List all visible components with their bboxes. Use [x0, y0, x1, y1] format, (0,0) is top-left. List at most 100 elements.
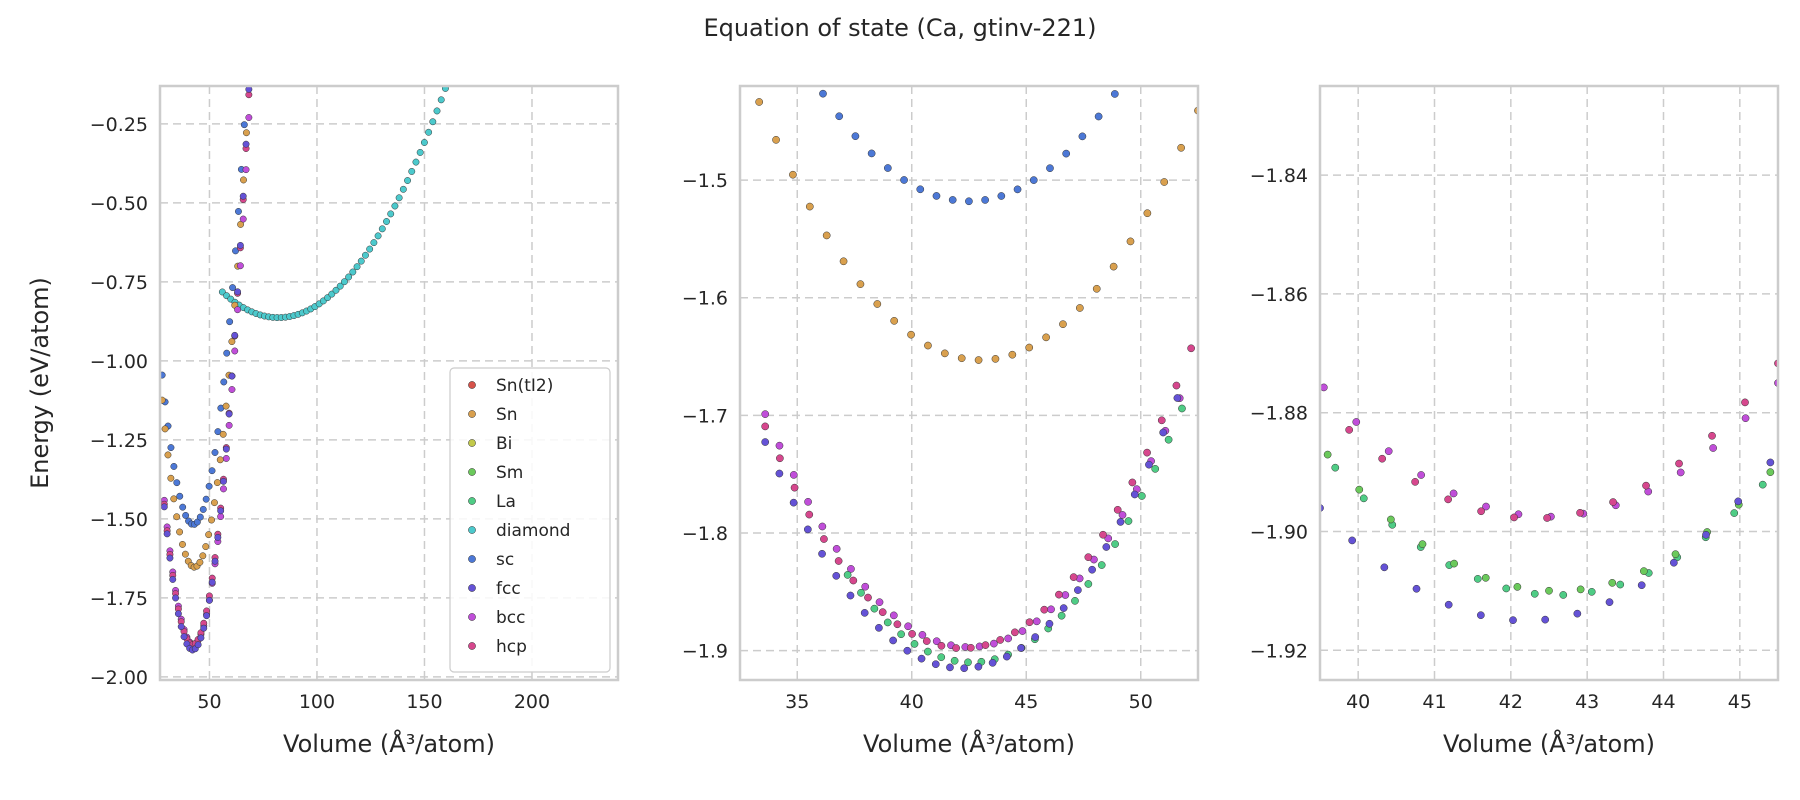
legend-marker [468, 642, 476, 650]
y-tick-label: −0.25 [90, 114, 148, 136]
data-point-sc [173, 479, 181, 487]
data-point-Sm [1355, 485, 1364, 494]
data-point-diamond [404, 177, 411, 184]
data-point-bcc [775, 441, 784, 450]
data-point-sc [1029, 176, 1038, 184]
data-point-sc [240, 121, 248, 129]
data-point-fcc [1412, 584, 1421, 593]
data-point-La [1730, 509, 1739, 517]
x-tick-label: 44 [1651, 691, 1675, 713]
data-point-Sn [161, 425, 169, 433]
data-point-La [1124, 517, 1133, 525]
data-point-Sn [805, 202, 814, 211]
data-point-La [1111, 540, 1119, 548]
data-point-fcc [860, 609, 869, 617]
data-point-diamond [383, 218, 390, 225]
data-point-bcc [1384, 447, 1393, 456]
data-point-Sn [1092, 284, 1101, 293]
y-tick-label: −1.92 [1250, 640, 1308, 662]
data-point-sc [226, 318, 234, 326]
points-middle [755, 37, 1198, 673]
data-point-diamond [370, 239, 378, 247]
data-point-bcc [1417, 471, 1425, 479]
data-point-sc [202, 495, 210, 503]
data-point-fcc [194, 641, 202, 649]
data-point-fcc [875, 623, 883, 632]
y-tick-label: −1.75 [90, 588, 148, 610]
data-point-bcc [1482, 502, 1490, 511]
data-point-Sn [1109, 262, 1118, 271]
x-axis-label: Volume (Å³/atom) [863, 729, 1075, 758]
data-point-fcc [1670, 558, 1678, 567]
data-point-hcp [1444, 495, 1452, 504]
legend-label: Sm [496, 463, 523, 483]
data-point-sc [196, 513, 204, 521]
data-point-La [1138, 492, 1146, 500]
x-tick-label: 50 [1129, 691, 1153, 713]
data-point-sc [229, 284, 237, 292]
data-point-fcc [1145, 460, 1153, 469]
points-left [160, 27, 457, 654]
data-point-Sn [167, 474, 175, 482]
data-point-fcc [203, 612, 211, 620]
data-point-sc [981, 196, 989, 204]
data-point-diamond [451, 62, 457, 68]
data-point-sc [900, 176, 908, 184]
data-point-sc [1110, 90, 1119, 98]
data-point-diamond [357, 257, 365, 265]
data-point-sc [997, 192, 1006, 200]
data-point-Sm [1418, 540, 1427, 548]
data-point-bcc [818, 522, 827, 531]
data-point-fcc [160, 503, 168, 511]
data-point-Sn [222, 402, 230, 410]
data-point-diamond [412, 158, 420, 166]
data-point-bcc [761, 410, 770, 418]
y-axis-label: Energy (eV/atom) [26, 277, 54, 489]
data-point-fcc [1017, 644, 1025, 652]
data-point-bcc [932, 637, 941, 646]
data-point-fcc [208, 578, 216, 586]
data-point-Sn [1025, 343, 1034, 352]
data-point-fcc [239, 192, 247, 200]
axes-frame [1318, 84, 1780, 682]
x-tick-label: 50 [197, 691, 221, 713]
data-point-bcc [804, 497, 812, 506]
data-point-fcc [1045, 619, 1054, 628]
data-point-hcp [248, 35, 254, 41]
data-point-La [1587, 588, 1596, 596]
y-tick-label: −0.50 [90, 193, 148, 215]
data-point-hcp [1345, 426, 1354, 434]
data-point-diamond [395, 194, 403, 202]
data-point-Sn [249, 27, 255, 33]
data-point-Sn [957, 354, 966, 363]
y-tick-label: −1.86 [1250, 284, 1308, 306]
x-tick-label: 42 [1499, 691, 1523, 713]
data-point-Sm [1450, 559, 1458, 568]
data-point-bcc [847, 565, 855, 573]
data-point-Sn [890, 317, 899, 325]
data-point-sc [819, 89, 827, 98]
data-point-bcc [1061, 591, 1070, 599]
data-point-La [843, 571, 852, 579]
data-point-La [1758, 480, 1767, 489]
x-tick-label: 40 [1346, 691, 1370, 713]
data-point-fcc [775, 469, 784, 478]
x-tick-label: 41 [1422, 691, 1446, 713]
data-point-Sm [1323, 450, 1332, 459]
data-point-Sn [974, 356, 983, 364]
data-point-sc [223, 349, 231, 357]
y-tick-label: −1.88 [1250, 403, 1308, 425]
data-point-fcc [803, 525, 812, 534]
data-point-Sn [924, 341, 932, 350]
data-point-hcp [878, 608, 887, 617]
data-point-Sn [199, 552, 207, 560]
data-point-Sn [208, 516, 216, 524]
data-point-sc [1144, 37, 1151, 44]
data-point-Sn [940, 349, 949, 358]
data-point-Sn [789, 170, 797, 179]
data-point-Sn [202, 543, 210, 551]
axes-frame [158, 84, 620, 682]
data-point-hcp [937, 641, 946, 650]
data-point-hcp [1143, 448, 1151, 457]
data-point-fcc [1509, 616, 1517, 625]
